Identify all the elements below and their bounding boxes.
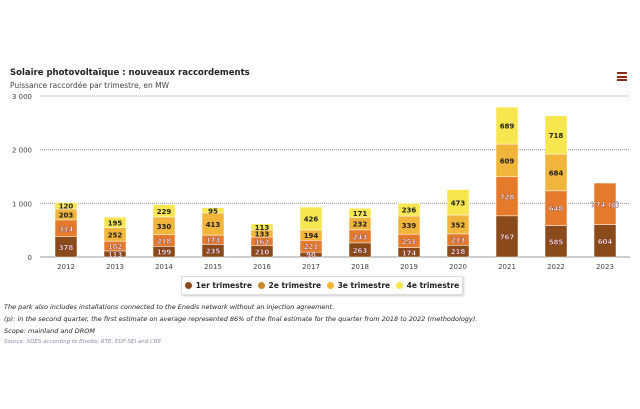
data-label: 174 — [402, 249, 417, 257]
x-tick-label: 2023 — [596, 263, 614, 271]
y-tick-label: 0 — [28, 254, 32, 262]
bar-segment — [397, 203, 421, 217]
bar-segment — [593, 182, 617, 225]
data-label: 585 — [549, 238, 564, 246]
legend-label: 1er trimestre — [195, 281, 252, 290]
data-label: 235 — [206, 248, 221, 256]
x-tick-label: 2022 — [547, 263, 565, 271]
legend-label: 2e trimestre — [268, 281, 322, 290]
bar-segment — [348, 207, 372, 218]
data-label: 194 — [304, 232, 319, 240]
data-label: 314 — [59, 225, 74, 233]
note: (p): in the second quarter, the first es… — [4, 315, 478, 323]
data-label: 173 — [206, 237, 221, 245]
x-tick-label: 2021 — [498, 263, 516, 271]
data-label: 252 — [108, 231, 123, 239]
data-label: 728 — [500, 193, 515, 201]
legend-label: 4e trimestre — [406, 281, 460, 290]
data-label: 218 — [157, 237, 172, 245]
data-label: 162 — [255, 238, 270, 246]
bar-segment — [54, 202, 78, 210]
bar-segment — [544, 115, 568, 155]
data-label: 689 — [500, 123, 515, 131]
x-tick-label: 2020 — [449, 263, 467, 271]
bar-segment — [152, 204, 176, 218]
data-label: 774 (p) — [591, 201, 619, 209]
data-label: 684 — [549, 169, 564, 177]
data-label: 236 — [402, 207, 417, 215]
data-label: 113 — [108, 251, 123, 259]
data-label: 195 — [108, 219, 123, 227]
legend: 1er trimestre 2e trimestre 3e trimestre … — [181, 276, 463, 295]
data-label: 426 — [304, 215, 319, 223]
legend-label: 3e trimestre — [337, 281, 391, 290]
source: Source: SDES according to Enedis, RTE, E… — [4, 339, 162, 345]
x-tick-label: 2014 — [155, 263, 173, 271]
bar-segment — [103, 216, 127, 228]
data-label: 473 — [451, 199, 466, 207]
y-tick-label: 1 000 — [12, 200, 32, 208]
data-label: 133 — [255, 230, 270, 238]
legend-item-q2[interactable]: 2e trimestre — [257, 281, 322, 290]
data-label: 113 — [255, 224, 270, 232]
data-label: 232 — [353, 221, 368, 229]
data-label: 221 — [304, 243, 319, 251]
chart-title: Solaire photovoltaïque : nouveaux raccor… — [10, 68, 250, 78]
data-label: 263 — [353, 247, 368, 255]
legend-marker — [184, 282, 192, 289]
x-tick-label: 2019 — [400, 263, 418, 271]
data-label: 767 — [500, 233, 515, 241]
legend-marker — [395, 282, 403, 289]
data-label: 339 — [402, 222, 417, 230]
x-tick-label: 2018 — [351, 263, 369, 271]
data-label: 718 — [549, 132, 564, 140]
data-label: 243 — [353, 233, 368, 241]
legend-marker — [257, 282, 265, 289]
x-tick-label: 2013 — [106, 263, 124, 271]
bar-segment — [495, 106, 519, 145]
note: The park also includes installations con… — [4, 303, 335, 311]
data-label: 210 — [255, 248, 270, 256]
legend-item-q4[interactable]: 4e trimestre — [395, 281, 460, 290]
note: Scope: mainland and DROM — [4, 327, 95, 335]
data-label: 413 — [206, 221, 221, 229]
data-label: 95 — [208, 207, 218, 215]
data-label: 171 — [353, 210, 368, 218]
data-label: 330 — [157, 223, 172, 231]
data-label: 203 — [59, 211, 74, 219]
hamburger-icon[interactable] — [617, 72, 627, 81]
data-label: 609 — [500, 157, 515, 165]
data-label: 199 — [157, 249, 172, 257]
data-label: 213 — [451, 237, 466, 245]
data-label: 648 — [549, 205, 564, 213]
x-tick-label: 2016 — [253, 263, 271, 271]
legend-item-q1[interactable]: 1er trimestre — [184, 281, 252, 290]
data-label: 378 — [59, 244, 74, 252]
x-tick-label: 2012 — [57, 263, 75, 271]
data-label: 218 — [451, 248, 466, 256]
y-tick-label: 2 000 — [12, 147, 32, 155]
data-label: 251 — [402, 238, 417, 246]
data-label: 229 — [157, 208, 172, 216]
data-label: 182 — [108, 243, 123, 251]
x-tick-label: 2015 — [204, 263, 222, 271]
data-label: 604 — [598, 238, 613, 246]
bar-segment — [446, 189, 470, 216]
bar-segment — [201, 207, 225, 214]
data-label: 90 — [306, 252, 316, 260]
legend-marker — [326, 282, 334, 289]
y-tick-label: 3 000 — [12, 93, 32, 101]
bar-segment — [250, 223, 274, 231]
legend-item-q3[interactable]: 3e trimestre — [326, 281, 391, 290]
data-label: 352 — [451, 221, 466, 229]
x-tick-label: 2017 — [302, 263, 320, 271]
data-label: 120 — [59, 203, 74, 211]
chart-subtitle: Puissance raccordée par trimestre, en MW — [10, 81, 169, 90]
bar-segment — [299, 206, 323, 231]
